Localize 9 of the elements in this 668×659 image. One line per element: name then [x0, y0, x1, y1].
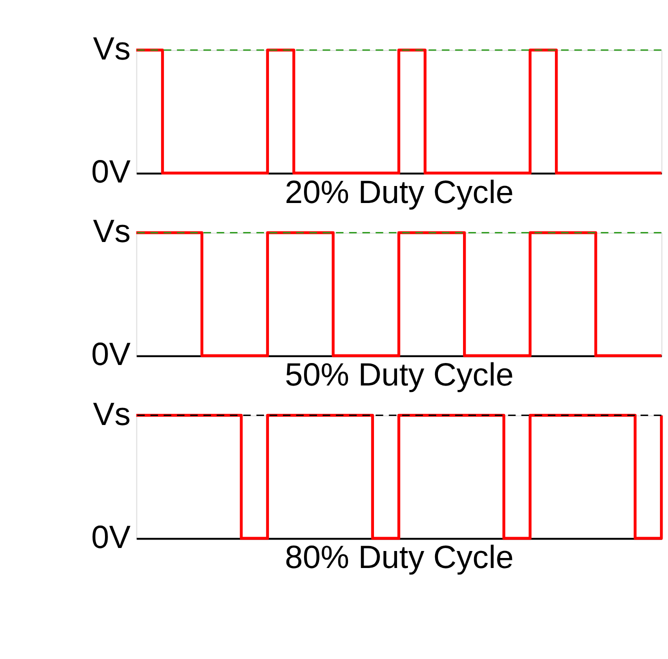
text: Vs	[93, 396, 131, 432]
text: 0V	[91, 336, 132, 372]
text: Vs	[93, 30, 131, 67]
x-axis-title: 20% Duty Cycle	[284, 174, 514, 210]
x-axis-title: 50% Duty Cycle	[284, 356, 514, 393]
text: 0V	[91, 154, 132, 190]
text: Vs	[93, 213, 131, 250]
text: 0V	[91, 518, 132, 555]
x-axis-title: 80% Duty Cycle	[284, 539, 514, 576]
